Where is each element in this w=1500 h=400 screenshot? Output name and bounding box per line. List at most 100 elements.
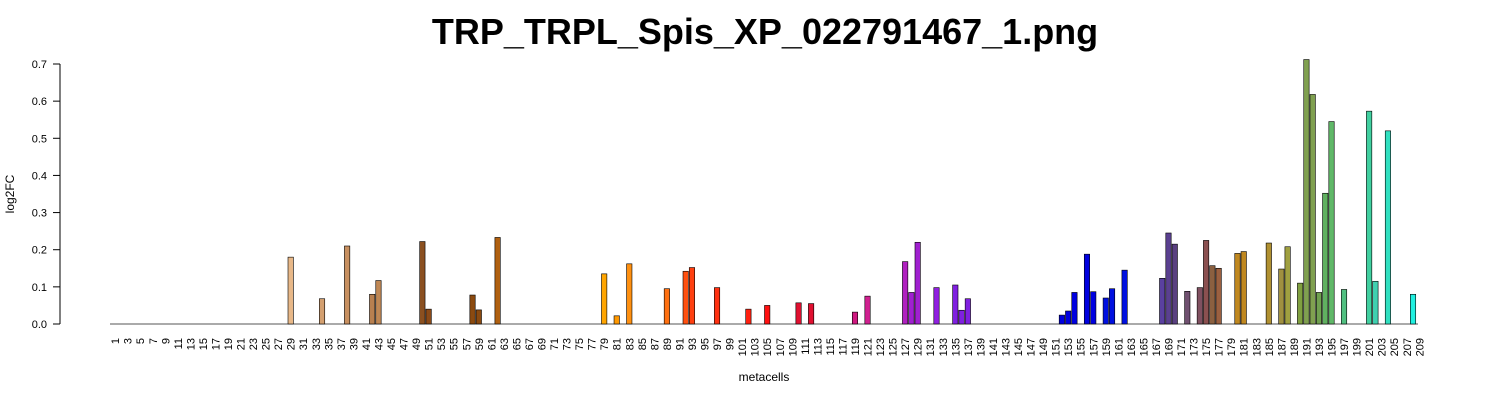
bar-metacell-89 [663, 288, 670, 325]
x-tick-label: 107 [775, 338, 787, 356]
x-tick-label: 19 [223, 338, 235, 350]
x-tick-label: 63 [499, 338, 511, 350]
x-tick-label: 157 [1088, 338, 1100, 356]
bar-metacell-110 [795, 302, 802, 325]
x-tick-label: 7 [148, 338, 160, 344]
x-tick-label: 67 [524, 338, 536, 350]
x-tick-label: 73 [562, 338, 574, 350]
x-tick-label: 1 [110, 338, 122, 344]
x-tick-label: 179 [1226, 338, 1238, 356]
bar-metacell-193 [1315, 292, 1322, 325]
bar-metacell-156 [1083, 253, 1090, 325]
bar-metacell-127 [902, 261, 909, 325]
bar-metacell-152 [1058, 314, 1065, 325]
bar-metacell-153 [1065, 310, 1072, 325]
bar-metacell-50 [419, 241, 426, 325]
x-tick-label: 9 [160, 338, 172, 344]
x-tick-label: 81 [612, 338, 624, 350]
x-tick-label: 3 [123, 338, 135, 344]
bar-metacell-97 [714, 287, 721, 325]
x-tick-label: 31 [298, 338, 310, 350]
y-tick-label: 0.3 [32, 208, 47, 220]
bar-metacell-194 [1322, 192, 1329, 325]
x-tick-label: 15 [198, 338, 210, 350]
x-tick-label: 191 [1301, 338, 1313, 356]
bar-metacell-169 [1165, 232, 1172, 325]
x-tick-label: 133 [938, 338, 950, 356]
x-tick-label: 159 [1101, 338, 1113, 356]
x-tick-label: 113 [812, 338, 824, 356]
x-tick-label: 11 [173, 338, 185, 349]
x-tick-label: 87 [649, 338, 661, 350]
bar-metacell-129 [914, 241, 921, 325]
x-tick-label: 49 [411, 338, 423, 350]
x-tick-label: 165 [1138, 338, 1150, 356]
x-tick-label: 169 [1163, 338, 1175, 356]
bar-metacell-62 [494, 237, 501, 325]
bar-metacell-162 [1121, 269, 1128, 325]
x-tick-label: 117 [837, 338, 849, 356]
x-tick-label: 175 [1201, 338, 1213, 356]
y-tick-label: 0.4 [32, 170, 47, 182]
x-tick-label: 115 [825, 338, 837, 356]
x-tick-label: 171 [1176, 338, 1188, 356]
x-tick-label: 125 [888, 338, 900, 356]
x-tick-label: 143 [1000, 338, 1012, 356]
x-tick-label: 25 [261, 338, 273, 350]
x-tick-label: 167 [1151, 338, 1163, 356]
x-tick-label: 163 [1126, 338, 1138, 356]
bar-metacell-121 [864, 295, 871, 325]
bar-metacell-201 [1366, 110, 1373, 325]
x-tick-label: 137 [963, 338, 975, 356]
bar-metacell-168 [1159, 278, 1166, 325]
bar-metacell-172 [1184, 291, 1191, 325]
x-tick-label: 199 [1352, 338, 1364, 356]
x-tick-label: 61 [486, 338, 498, 350]
bar-metacell-208 [1410, 293, 1417, 325]
bar-metacell-204 [1384, 130, 1391, 325]
bar-metacell-188 [1284, 246, 1291, 325]
x-tick-label: 187 [1276, 338, 1288, 356]
bar-metacell-176 [1209, 265, 1216, 325]
x-tick-label: 185 [1264, 338, 1276, 356]
x-tick-label: 41 [361, 338, 373, 350]
bar-metacell-195 [1328, 121, 1335, 325]
x-tick-label: 111 [800, 338, 812, 355]
bar-metacell-191 [1303, 59, 1310, 325]
bar-metacell-34 [319, 298, 326, 325]
bar-metacell-175 [1203, 240, 1210, 325]
x-tick-label: 85 [637, 338, 649, 350]
bar-metacell-128 [908, 292, 915, 325]
x-tick-label: 203 [1377, 338, 1389, 356]
x-tick-label: 181 [1239, 338, 1251, 356]
chart-title: TRP_TRPL_Spis_XP_022791467_1.png [432, 11, 1098, 52]
bar-metacell-170 [1171, 243, 1178, 325]
bar-metacell-59 [475, 309, 482, 325]
x-tick-label: 29 [286, 338, 298, 350]
x-tick-label: 153 [1063, 338, 1075, 356]
x-tick-label: 59 [474, 338, 486, 350]
y-tick-label: 0.7 [32, 59, 47, 71]
x-tick-label: 69 [536, 338, 548, 350]
x-tick-label: 183 [1251, 338, 1263, 356]
y-tick-label: 0.0 [32, 319, 47, 331]
bar-metacell-159 [1102, 297, 1109, 325]
x-tick-label: 77 [587, 338, 599, 350]
x-tick-label: 149 [1038, 338, 1050, 356]
x-tick-label: 37 [336, 338, 348, 350]
x-tick-label: 27 [273, 338, 285, 350]
x-tick-label: 83 [624, 338, 636, 350]
bar-metacell-190 [1297, 282, 1304, 325]
x-tick-label: 195 [1327, 338, 1339, 356]
x-tick-label: 123 [875, 338, 887, 356]
bar-metacell-137 [964, 298, 971, 325]
y-axis-label: log2FC [3, 174, 17, 213]
x-tick-label: 51 [424, 338, 436, 350]
bar-metacell-132 [933, 287, 940, 325]
bar-metacell-29 [287, 256, 294, 325]
bars-group [287, 59, 1417, 325]
x-tick-label: 33 [311, 338, 323, 350]
y-axis: 0.0 0.1 0.2 0.3 0.4 0.5 0.6 0.7 [32, 59, 61, 331]
x-tick-label: 35 [323, 338, 335, 350]
